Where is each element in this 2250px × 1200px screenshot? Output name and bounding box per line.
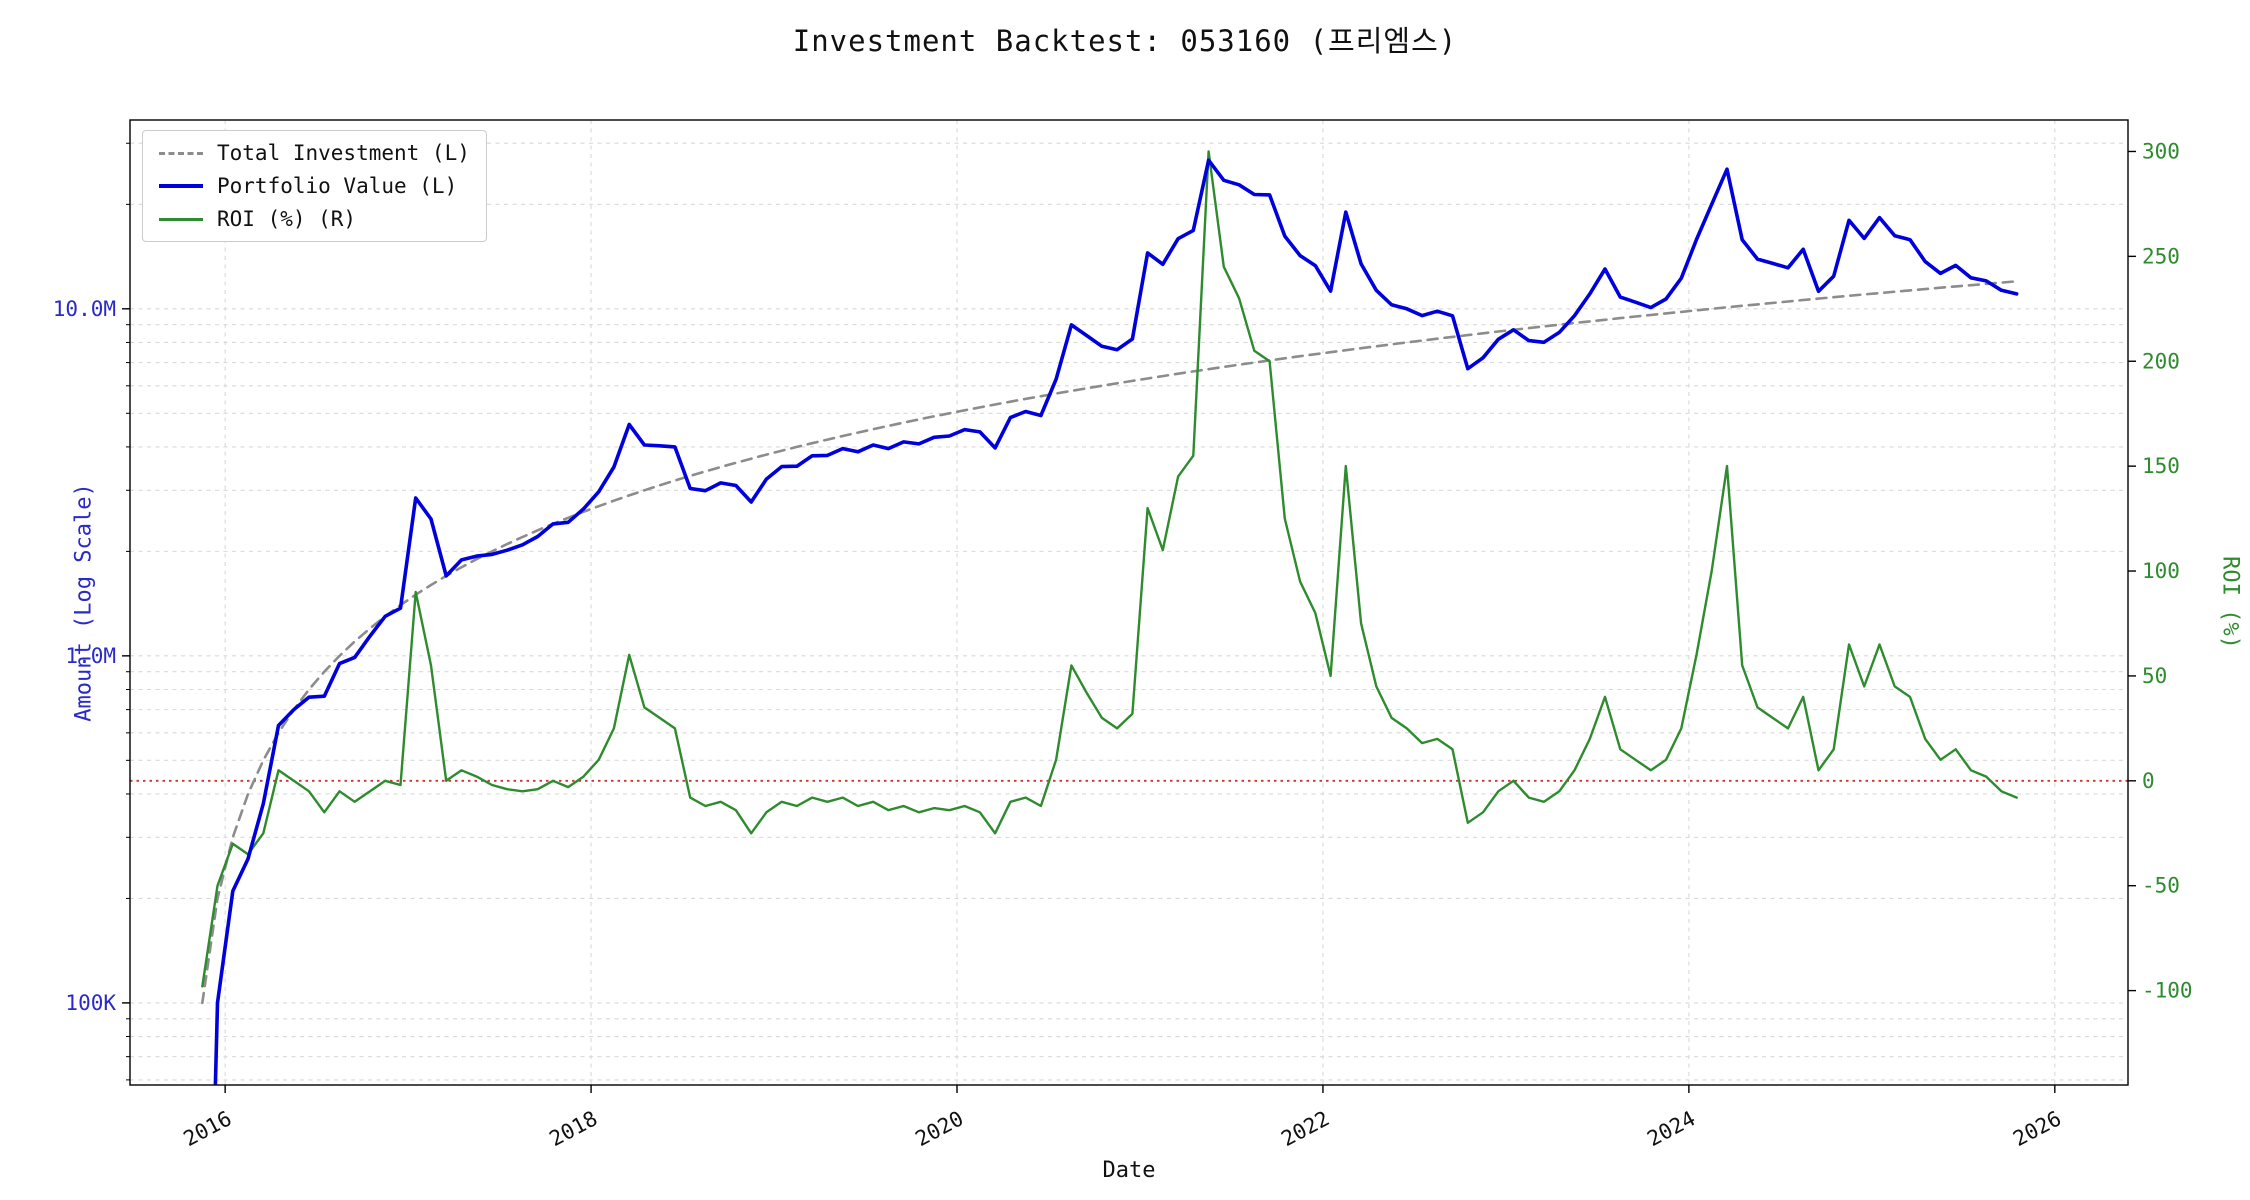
- x-axis-label: Date: [1102, 1158, 1156, 1183]
- legend-item-total-investment: Total Investment (L): [159, 141, 470, 165]
- roi-line-sample-icon: [159, 217, 203, 221]
- svg-text:2024: 2024: [1643, 1106, 1699, 1151]
- svg-text:200: 200: [2142, 349, 2180, 373]
- legend-label: Total Investment (L): [217, 141, 470, 165]
- svg-text:50: 50: [2142, 664, 2167, 688]
- svg-text:100K: 100K: [65, 991, 116, 1015]
- portfolio-line-sample-icon: [159, 184, 203, 188]
- svg-text:10.0M: 10.0M: [53, 297, 116, 321]
- legend-label: Portfolio Value (L): [217, 174, 458, 198]
- right-axis-label: ROI (%): [2217, 556, 2243, 649]
- left-axis-label: Amount (Log Scale): [71, 483, 97, 722]
- svg-text:250: 250: [2142, 244, 2180, 268]
- svg-text:300: 300: [2142, 139, 2180, 163]
- legend: Total Investment (L) Portfolio Value (L)…: [142, 130, 487, 242]
- svg-text:100: 100: [2142, 559, 2180, 583]
- svg-text:-100: -100: [2142, 979, 2193, 1003]
- svg-text:2026: 2026: [2009, 1106, 2065, 1151]
- legend-item-roi: ROI (%) (R): [159, 207, 470, 231]
- legend-item-portfolio-value: Portfolio Value (L): [159, 174, 470, 198]
- svg-text:0: 0: [2142, 769, 2155, 793]
- svg-text:2016: 2016: [180, 1106, 236, 1151]
- investment-line-sample-icon: [159, 151, 203, 155]
- svg-text:2020: 2020: [911, 1106, 967, 1151]
- svg-text:2022: 2022: [1277, 1106, 1333, 1151]
- svg-text:1.0M: 1.0M: [65, 644, 116, 668]
- svg-text:-50: -50: [2142, 874, 2180, 898]
- svg-text:150: 150: [2142, 454, 2180, 478]
- chart-title: Investment Backtest: 053160 (프리엠스): [792, 24, 1458, 58]
- legend-label: ROI (%) (R): [217, 207, 357, 231]
- svg-text:2018: 2018: [545, 1106, 601, 1151]
